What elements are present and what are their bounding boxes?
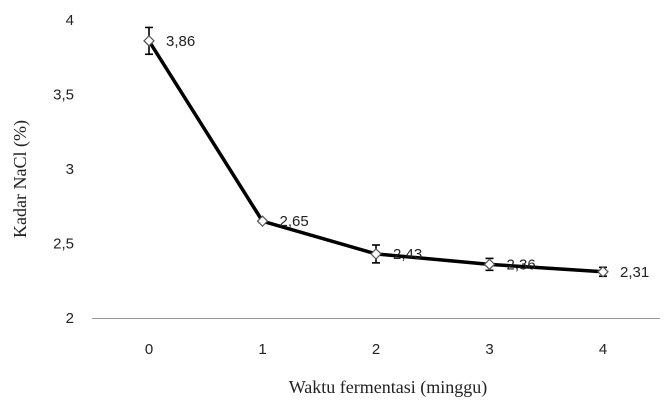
data-label: 3,86 xyxy=(166,33,195,50)
plot-area: 3,86 2,65 2,43 2,36 2,31 xyxy=(143,26,649,281)
data-label: 2,43 xyxy=(393,246,422,263)
data-point xyxy=(256,215,269,227)
y-tick-label: 3,5 xyxy=(53,87,74,104)
data-label: 2,31 xyxy=(620,264,649,281)
y-tick-label: 4 xyxy=(66,12,74,29)
y-tick-label: 3 xyxy=(66,161,74,178)
x-axis-title: Waktu fermentasi (minggu) xyxy=(289,377,488,398)
x-tick-label: 4 xyxy=(599,341,607,358)
y-tick-label: 2 xyxy=(66,310,74,327)
data-label: 2,65 xyxy=(280,213,309,230)
data-point xyxy=(143,35,155,47)
x-tick-label: 3 xyxy=(485,341,493,358)
y-tick-label: 2,5 xyxy=(53,236,74,253)
data-label: 2,36 xyxy=(507,256,536,273)
x-axis-ticks: 0 1 2 3 4 xyxy=(145,341,607,358)
y-axis-ticks: 2 2,5 3 3,5 4 xyxy=(53,12,74,327)
x-tick-label: 2 xyxy=(372,341,380,358)
data-point xyxy=(597,265,609,278)
y-axis-title: Kadar NaCl (%) xyxy=(10,120,31,238)
x-tick-label: 1 xyxy=(258,341,266,358)
data-point xyxy=(370,248,382,260)
data-point xyxy=(483,258,496,271)
x-tick-label: 0 xyxy=(145,341,153,358)
